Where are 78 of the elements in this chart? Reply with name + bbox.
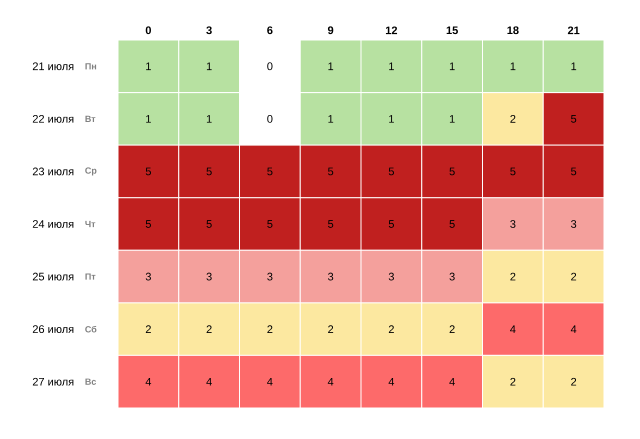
- data-label: 2: [450, 325, 455, 333]
- data-label: 4: [328, 378, 334, 386]
- data-label: 5: [206, 168, 212, 176]
- data-label: 1: [571, 62, 576, 70]
- data-label: 4: [570, 325, 576, 333]
- x-tick-label: 9: [328, 26, 334, 34]
- x-tick-label: 3: [206, 26, 212, 34]
- data-label: 1: [450, 62, 455, 70]
- data-label: 3: [570, 220, 576, 228]
- data-label: 3: [206, 272, 212, 280]
- data-label: 5: [510, 168, 516, 176]
- data-label: 2: [206, 325, 212, 333]
- x-tick-label: 6: [267, 26, 273, 34]
- data-label: 2: [510, 378, 516, 386]
- data-label: 1: [389, 62, 394, 70]
- data-label: 5: [450, 220, 455, 228]
- y2-tick-label: Пт: [85, 273, 96, 280]
- x-tick-label: 21: [568, 26, 580, 34]
- data-label: 5: [267, 168, 272, 176]
- data-label: 5: [267, 220, 272, 228]
- data-label: 2: [388, 325, 394, 333]
- data-label: 5: [388, 168, 394, 176]
- data-label: 5: [571, 168, 576, 176]
- data-label: 1: [510, 62, 516, 70]
- data-label: 0: [267, 114, 273, 123]
- y-tick-label: 25 июля: [32, 272, 74, 280]
- x-tick-label: 12: [386, 26, 398, 34]
- data-label: 5: [146, 168, 151, 176]
- data-label: 4: [510, 325, 516, 333]
- data-label: 2: [510, 115, 516, 123]
- data-label: 5: [388, 220, 394, 228]
- data-label: 2: [267, 325, 272, 333]
- data-label: 4: [267, 378, 273, 386]
- data-label: 1: [206, 62, 212, 70]
- data-label: 2: [146, 325, 151, 333]
- x-tick-label: 18: [507, 26, 519, 34]
- data-label: 5: [450, 168, 455, 176]
- data-label: 1: [206, 115, 212, 123]
- data-label: 4: [146, 378, 152, 386]
- y-tick-label: 27 июля: [32, 378, 74, 386]
- y2-tick-label: Вс: [85, 378, 96, 385]
- data-label: 5: [571, 115, 576, 123]
- y-tick-label: 24 июля: [32, 220, 74, 228]
- data-label: 1: [389, 115, 394, 123]
- data-label: 1: [450, 115, 455, 123]
- y-tick-label: 21 июля: [32, 62, 74, 70]
- y2-tick-label: Сб: [85, 326, 96, 332]
- data-label: 5: [206, 220, 212, 228]
- data-label: 4: [449, 378, 455, 386]
- x-tick-label: 15: [446, 26, 458, 34]
- data-label: 3: [267, 272, 272, 280]
- data-label: 3: [328, 272, 334, 280]
- data-label: 2: [571, 378, 576, 386]
- data-label: 2: [571, 272, 576, 280]
- data-label: 3: [510, 220, 516, 228]
- y-tick-label: 23 июля: [32, 168, 74, 176]
- data-label: 4: [388, 378, 394, 386]
- data-label: 3: [388, 272, 394, 280]
- y-tick-label: 26 июля: [32, 325, 74, 334]
- data-label: 5: [328, 168, 334, 176]
- data-label: 4: [206, 378, 212, 386]
- data-label: 1: [328, 115, 334, 123]
- data-label: 1: [328, 62, 334, 70]
- y-tick-label: 22 июля: [32, 114, 74, 123]
- data-label: 5: [328, 220, 334, 228]
- y2-tick-label: Вт: [85, 116, 96, 122]
- data-label: 0: [267, 62, 273, 70]
- data-label: 1: [146, 62, 151, 70]
- data-label: 3: [449, 272, 455, 280]
- data-label: 5: [146, 220, 151, 228]
- data-label: 1: [146, 115, 151, 123]
- y2-tick-label: Пн: [85, 63, 96, 70]
- data-label: 3: [146, 272, 151, 280]
- y2-tick-label: Чт: [85, 220, 96, 228]
- x-tick-label: 0: [146, 26, 151, 34]
- data-label: 2: [328, 325, 334, 333]
- data-label: 2: [510, 272, 516, 280]
- y2-tick-label: Ср: [85, 167, 96, 176]
